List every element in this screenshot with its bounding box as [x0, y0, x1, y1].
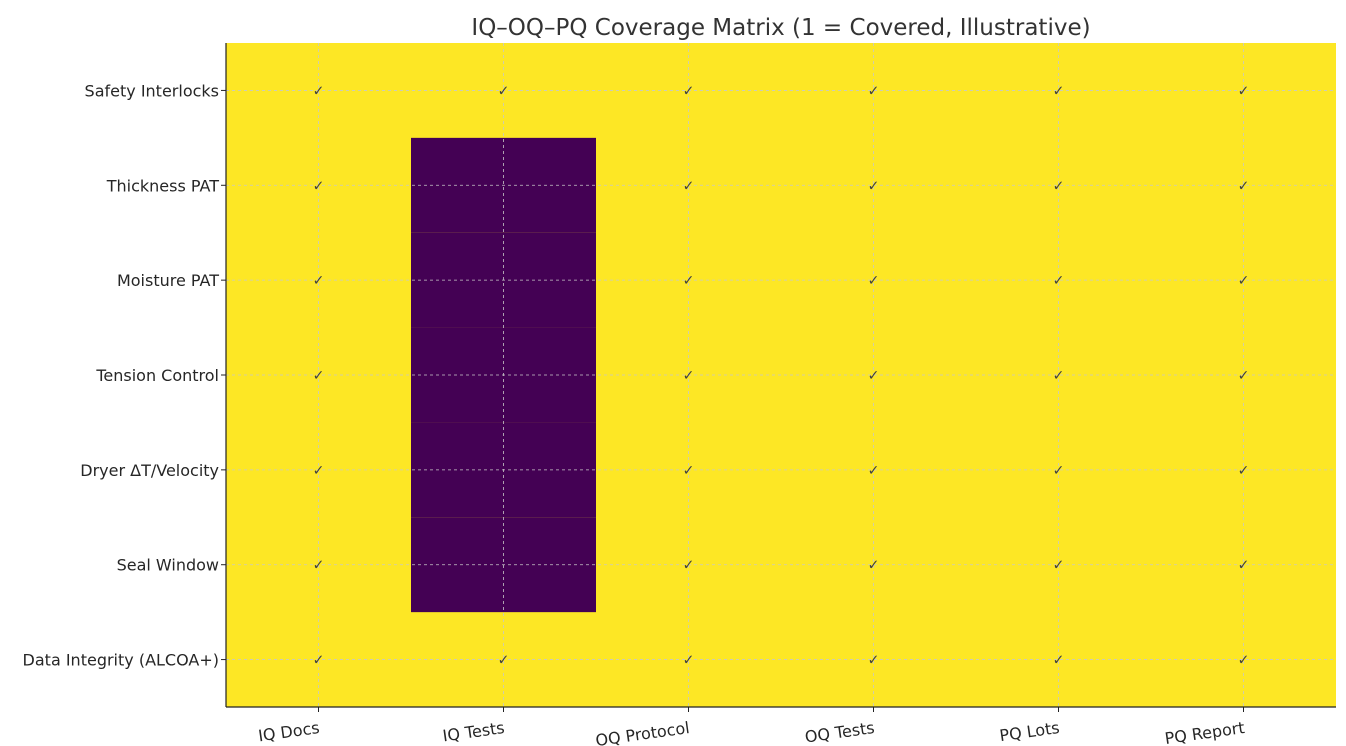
covered-check-mark: ✓	[313, 368, 325, 384]
covered-check-mark: ✓	[868, 83, 880, 99]
covered-check-mark: ✓	[1053, 463, 1065, 479]
covered-check-mark: ✓	[683, 653, 695, 669]
x-tick-labels: IQ Docs IQ Tests OQ Protocol OQ Tests PQ Lot…	[257, 707, 1246, 746]
covered-check-mark: ✓	[1053, 558, 1065, 574]
covered-check-mark: ✓	[1238, 463, 1250, 479]
covered-check-mark: ✓	[313, 463, 325, 479]
covered-check-mark: ✓	[868, 178, 880, 194]
covered-check-mark: ✓	[683, 368, 695, 384]
covered-check-mark: ✓	[868, 273, 880, 289]
covered-check-mark: ✓	[868, 368, 880, 384]
y-tick-label: Thickness PAT	[106, 176, 219, 195]
y-tick-label: Safety Interlocks	[85, 81, 219, 100]
covered-check-mark: ✓	[313, 83, 325, 99]
y-tick-label: Tension Control	[95, 366, 219, 385]
x-tick-label: IQ Tests	[441, 718, 505, 745]
y-tick-label: Seal Window	[117, 556, 219, 575]
covered-check-mark: ✓	[313, 653, 325, 669]
covered-check-mark: ✓	[1238, 558, 1250, 574]
x-tick-label: OQ Protocol	[594, 718, 690, 746]
covered-check-mark: ✓	[1053, 368, 1065, 384]
gridlines	[226, 43, 1336, 707]
covered-check-mark: ✓	[1053, 178, 1065, 194]
covered-check-mark: ✓	[313, 273, 325, 289]
covered-check-mark: ✓	[1053, 273, 1065, 289]
chart-title: IQ–OQ–PQ Coverage Matrix (1 = Covered, I…	[471, 15, 1090, 41]
y-tick-label: Dryer ΔT/Velocity	[80, 461, 219, 480]
x-tick-label: PQ Lots	[998, 718, 1060, 745]
check-marks: ✓ ✓ ✓ ✓ ✓ ✓ ✓ ✓ ✓ ✓ ✓ ✓ ✓ ✓ ✓ ✓ ✓ ✓ ✓ ✓ ✓ ✓ ✓ ✓ ✓ ✓ ✓ ✓ ✓ ✓ ✓ ✓ ✓ ✓ ✓ ✓ ✓	[313, 83, 1250, 668]
y-tick-label: Data Integrity (ALCOA+)	[23, 651, 219, 670]
covered-check-mark: ✓	[868, 558, 880, 574]
covered-check-mark: ✓	[1238, 83, 1250, 99]
covered-check-mark: ✓	[498, 653, 510, 669]
covered-check-mark: ✓	[1238, 273, 1250, 289]
covered-check-mark: ✓	[683, 558, 695, 574]
y-tick-labels: Safety Interlocks Thickness PAT Moisture P…	[23, 81, 226, 670]
covered-check-mark: ✓	[1053, 83, 1065, 99]
covered-check-mark: ✓	[1053, 653, 1065, 669]
x-tick-label: PQ Report	[1163, 718, 1245, 746]
covered-check-mark: ✓	[1238, 653, 1250, 669]
covered-check-mark: ✓	[683, 273, 695, 289]
covered-check-mark: ✓	[868, 653, 880, 669]
covered-check-mark: ✓	[1238, 178, 1250, 194]
covered-check-mark: ✓	[683, 83, 695, 99]
covered-check-mark: ✓	[1238, 368, 1250, 384]
y-tick-label: Moisture PAT	[117, 271, 219, 290]
covered-check-mark: ✓	[313, 558, 325, 574]
covered-check-mark: ✓	[683, 463, 695, 479]
covered-check-mark: ✓	[498, 83, 510, 99]
covered-check-mark: ✓	[313, 178, 325, 194]
x-tick-label: IQ Docs	[257, 718, 321, 745]
covered-check-mark: ✓	[683, 178, 695, 194]
x-tick-label: OQ Tests	[804, 718, 876, 746]
covered-check-mark: ✓	[868, 463, 880, 479]
